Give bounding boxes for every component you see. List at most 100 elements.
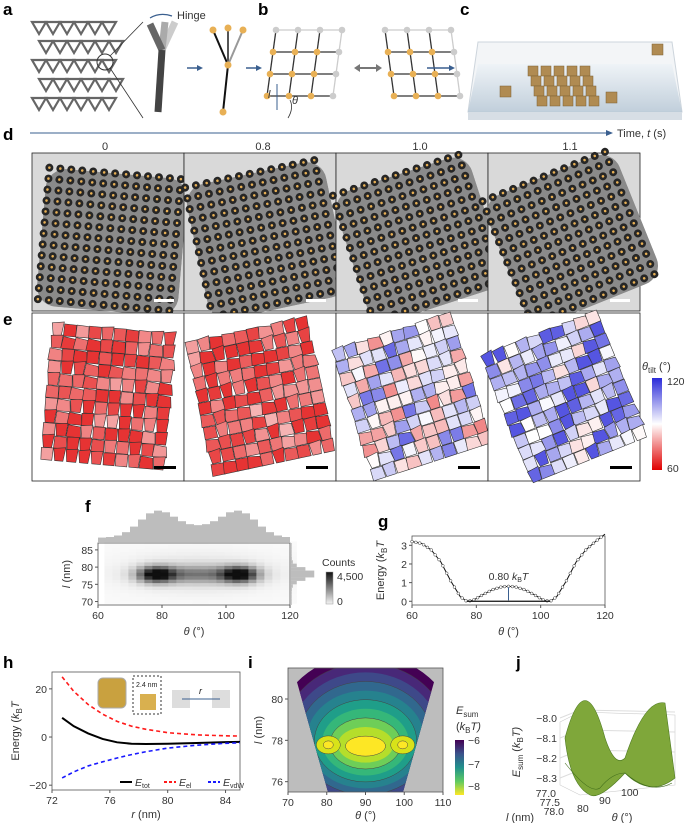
nanocube-marker (546, 303, 550, 307)
nanocube-marker (313, 214, 317, 218)
heatmap-cell (120, 586, 129, 590)
nanocube-marker (425, 198, 429, 202)
axes-frame (51, 671, 241, 791)
nanocube-marker (107, 248, 110, 252)
nanocube-marker (99, 214, 102, 218)
heatmap-cell (128, 582, 137, 587)
label-part: k (10, 713, 22, 719)
y-tick-label: 3 (401, 540, 407, 552)
tilt-cell (307, 377, 323, 393)
l-tick-label: 77.5 (540, 797, 561, 809)
nanocube-marker (365, 264, 369, 267)
nanocube-marker (66, 212, 69, 215)
heatmap-cell (192, 596, 201, 601)
tem-image-sequence (31, 147, 659, 328)
heatmap-cell (224, 599, 233, 604)
nanocube-marker (456, 223, 460, 226)
nanocube-marker (368, 309, 372, 313)
nanocube-marker (125, 294, 128, 298)
heatmap-cell (144, 561, 153, 566)
legend-sub: el (186, 783, 192, 790)
heatmap-cell (136, 544, 145, 549)
heatmap-cell (208, 575, 217, 580)
nanocube-marker (499, 216, 503, 219)
heatmap-cell (168, 575, 177, 580)
tilt-cell (312, 402, 329, 417)
nanocube-marker (139, 251, 143, 255)
tilt-cell (70, 399, 84, 413)
heatmap-cell (272, 558, 281, 563)
nanocube-marker (136, 295, 139, 299)
nanocube-marker (610, 254, 613, 258)
heatmap-cell (168, 568, 177, 573)
nanocube-marker (327, 279, 330, 283)
heatmap-cell (104, 586, 113, 590)
heatmap-cell (192, 544, 201, 549)
lattice-triangle (30, 96, 48, 113)
heatmap-cell (192, 558, 201, 563)
heatmap-cell (144, 579, 153, 584)
tilt-cell (53, 447, 67, 462)
heatmap-cell (144, 551, 153, 556)
heatmap-cell (192, 582, 201, 587)
lattice-node (269, 48, 277, 56)
heatmap-cell (264, 589, 273, 594)
nanocube-marker (575, 197, 578, 201)
nanocube-marker (489, 220, 493, 223)
z-tick-label: −8.3 (536, 773, 557, 785)
nanocube-marker (315, 225, 319, 229)
nanocube (651, 43, 664, 56)
nanocube-marker (258, 271, 261, 275)
nanocube-marker (46, 188, 49, 191)
heatmap-cell (160, 586, 169, 590)
nanocube-marker (208, 248, 211, 252)
nanocube-marker (390, 233, 394, 236)
tilt-cell (564, 423, 580, 442)
nanocube-marker (463, 209, 467, 212)
heatmap-cell (168, 561, 177, 566)
heatmap-cell (216, 544, 225, 549)
nanocube-marker (240, 241, 244, 245)
time-tick: 0.8 (255, 141, 270, 153)
heatmap-cell (160, 548, 169, 553)
nanocube-marker (396, 288, 400, 292)
lattice-node (266, 70, 274, 78)
lattice-bond (288, 73, 293, 97)
z-tick-label: −8.0 (536, 713, 557, 725)
heatmap-cell (280, 572, 289, 577)
nanocube-marker (591, 238, 595, 241)
nanocube-marker (583, 158, 586, 162)
nanocube-marker (210, 259, 214, 262)
nanocube-marker (138, 273, 141, 277)
nanocube-marker (56, 200, 59, 203)
nanocube-marker (52, 244, 55, 247)
heatmap-cell (280, 568, 289, 573)
heatmap-cell (152, 551, 161, 556)
angle-symbol: θ (292, 95, 298, 107)
nanocube-marker (614, 205, 617, 209)
tilt-cell (438, 349, 453, 367)
nanocube-marker (196, 194, 200, 198)
nanocube-marker (507, 236, 511, 240)
heatmap-cell (280, 555, 289, 559)
heatmap-cell (176, 599, 185, 604)
nanocube-marker (246, 217, 250, 221)
heatmap-cell (136, 565, 145, 570)
nanocube-marker (179, 177, 183, 181)
lattice-bond (384, 29, 389, 53)
heatmap-cell (208, 565, 217, 570)
legend-label: Eel (179, 777, 192, 790)
nanocube-marker (591, 297, 595, 301)
nanocube-marker (43, 221, 46, 224)
nanocube-marker (593, 273, 597, 276)
nanocube-marker (95, 258, 98, 262)
nanocube-marker (60, 277, 64, 281)
nanocube-marker (432, 254, 435, 257)
heatmap-cell (120, 575, 129, 580)
hinge-node-illustration (209, 24, 247, 116)
nanocube-marker (108, 237, 111, 241)
square-lattice-left (263, 26, 346, 100)
nanocube-marker (470, 230, 474, 233)
tilt-cell (44, 409, 58, 424)
heatmap-cell (208, 599, 217, 604)
